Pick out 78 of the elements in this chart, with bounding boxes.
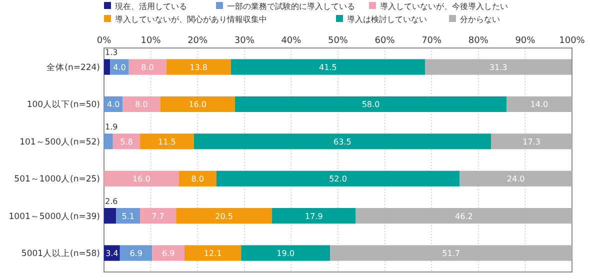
data-label: 8.0 xyxy=(135,100,148,110)
legend-label: 導入していないが、関心があり情報収集中 xyxy=(115,15,267,24)
y-tick-label: 100人以下(n=50) xyxy=(26,99,100,110)
y-tick-label: 1001～5000人(n=39) xyxy=(8,210,100,222)
data-label: 52.0 xyxy=(329,174,347,184)
data-label: 19.0 xyxy=(276,249,294,258)
data-label: 8.0 xyxy=(141,62,154,72)
data-label: 17.3 xyxy=(522,137,540,146)
bar xyxy=(140,134,194,150)
y-tick-label: 5001人以上(n=58) xyxy=(21,248,100,260)
data-label: 63.5 xyxy=(334,137,352,146)
legend-label: 一部の業務で試験的に導入している xyxy=(227,2,355,11)
y-tick-label: 全体(n=224) xyxy=(46,62,100,73)
x-tick-label: 90% xyxy=(515,36,536,46)
bar xyxy=(230,59,426,75)
data-label: 4.0 xyxy=(106,100,120,110)
bar xyxy=(235,96,506,112)
data-label: 16.0 xyxy=(132,174,150,184)
bar xyxy=(104,170,179,186)
x-tick-label: 70% xyxy=(422,36,442,46)
data-label: 3.4 xyxy=(106,249,118,258)
data-label: 2.6 xyxy=(105,197,118,206)
data-label: 14.0 xyxy=(530,100,548,110)
bar xyxy=(152,245,184,261)
bar xyxy=(104,208,116,224)
bar xyxy=(104,134,113,150)
legend-label: 導入していないが、今後導入したい xyxy=(380,2,508,11)
legend-label: 現在、活用している xyxy=(115,2,187,11)
x-tick-label: 40% xyxy=(281,36,302,46)
data-label: 4.0 xyxy=(113,62,126,72)
data-label: 58.0 xyxy=(362,100,380,110)
x-tick-label: 50% xyxy=(328,36,348,46)
x-tick-label: 60% xyxy=(374,36,396,46)
legend-label: 導入は検討していない xyxy=(347,15,427,24)
bar xyxy=(120,245,152,261)
x-tick-label: 0% xyxy=(96,36,112,46)
data-label: 16.0 xyxy=(188,100,207,110)
data-label: 5.1 xyxy=(122,212,134,221)
data-label: 20.5 xyxy=(215,212,233,221)
data-label: 5.8 xyxy=(120,137,133,146)
data-label: 51.7 xyxy=(442,249,460,258)
bar xyxy=(140,208,176,224)
data-label: 41.5 xyxy=(319,62,337,72)
data-label: 1.9 xyxy=(105,122,118,132)
bar xyxy=(178,170,216,186)
data-label: 11.5 xyxy=(158,137,176,146)
bar xyxy=(110,59,129,75)
data-label: 6.9 xyxy=(130,249,142,258)
data-label: 6.9 xyxy=(162,249,175,258)
data-label: 31.3 xyxy=(489,62,508,72)
data-label: 46.2 xyxy=(454,212,473,221)
data-label: 12.1 xyxy=(204,249,222,258)
bar xyxy=(160,96,236,112)
data-label: 24.0 xyxy=(506,174,525,184)
data-label: 8.0 xyxy=(191,174,204,184)
bar xyxy=(128,59,166,75)
x-tick-label: 100% xyxy=(559,36,586,46)
bar xyxy=(104,59,110,75)
x-tick-label: 10% xyxy=(140,36,162,46)
data-label: 1.3 xyxy=(105,48,118,58)
x-tick-label: 30% xyxy=(234,36,255,46)
legend-label: 分からない xyxy=(460,15,500,24)
y-tick-label: 501～1000人(n=25) xyxy=(14,174,100,185)
bar xyxy=(116,208,140,224)
bar xyxy=(176,208,272,224)
data-label: 13.8 xyxy=(190,62,208,72)
bar xyxy=(166,59,231,75)
bar xyxy=(216,170,460,186)
bar xyxy=(122,96,160,112)
bar xyxy=(194,134,492,150)
bar xyxy=(241,245,330,261)
data-label: 7.7 xyxy=(152,212,164,221)
bar xyxy=(184,245,242,261)
x-tick-label: 80% xyxy=(468,36,489,46)
bar xyxy=(272,208,356,224)
x-tick-label: 20% xyxy=(188,36,208,46)
data-label: 17.9 xyxy=(304,212,323,221)
y-tick-label: 101～500人(n=52) xyxy=(20,136,100,148)
